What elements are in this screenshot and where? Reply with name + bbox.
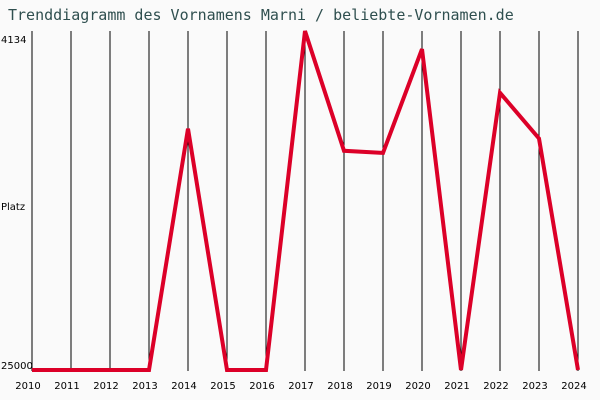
x-tick-label: 2024: [561, 381, 587, 392]
chart-title: Trenddiagramm des Vornamens Marni / beli…: [8, 6, 514, 24]
x-tick-label: 2017: [288, 381, 314, 392]
x-tick-label: 2023: [522, 381, 548, 392]
x-tick-label: 2014: [171, 381, 197, 392]
x-tick-label: 2020: [405, 381, 431, 392]
x-tick-label: 2021: [444, 381, 470, 392]
series-line-marni: [32, 30, 580, 372]
x-tick-label: 2012: [93, 381, 119, 392]
x-tick-label: 2011: [54, 381, 80, 392]
x-tick-label: 2016: [249, 381, 275, 392]
x-tick-label: 2018: [327, 381, 353, 392]
y-tick-bottom: 25000: [1, 361, 33, 372]
y-tick-top: 4134: [1, 35, 27, 46]
x-tick-label: 2022: [483, 381, 509, 392]
x-tick-label: 2010: [15, 381, 41, 392]
x-tick-label: 2015: [210, 381, 236, 392]
y-axis-label: Platz: [1, 202, 26, 213]
x-tick-label: 2013: [132, 381, 158, 392]
x-tick-label: 2019: [366, 381, 392, 392]
